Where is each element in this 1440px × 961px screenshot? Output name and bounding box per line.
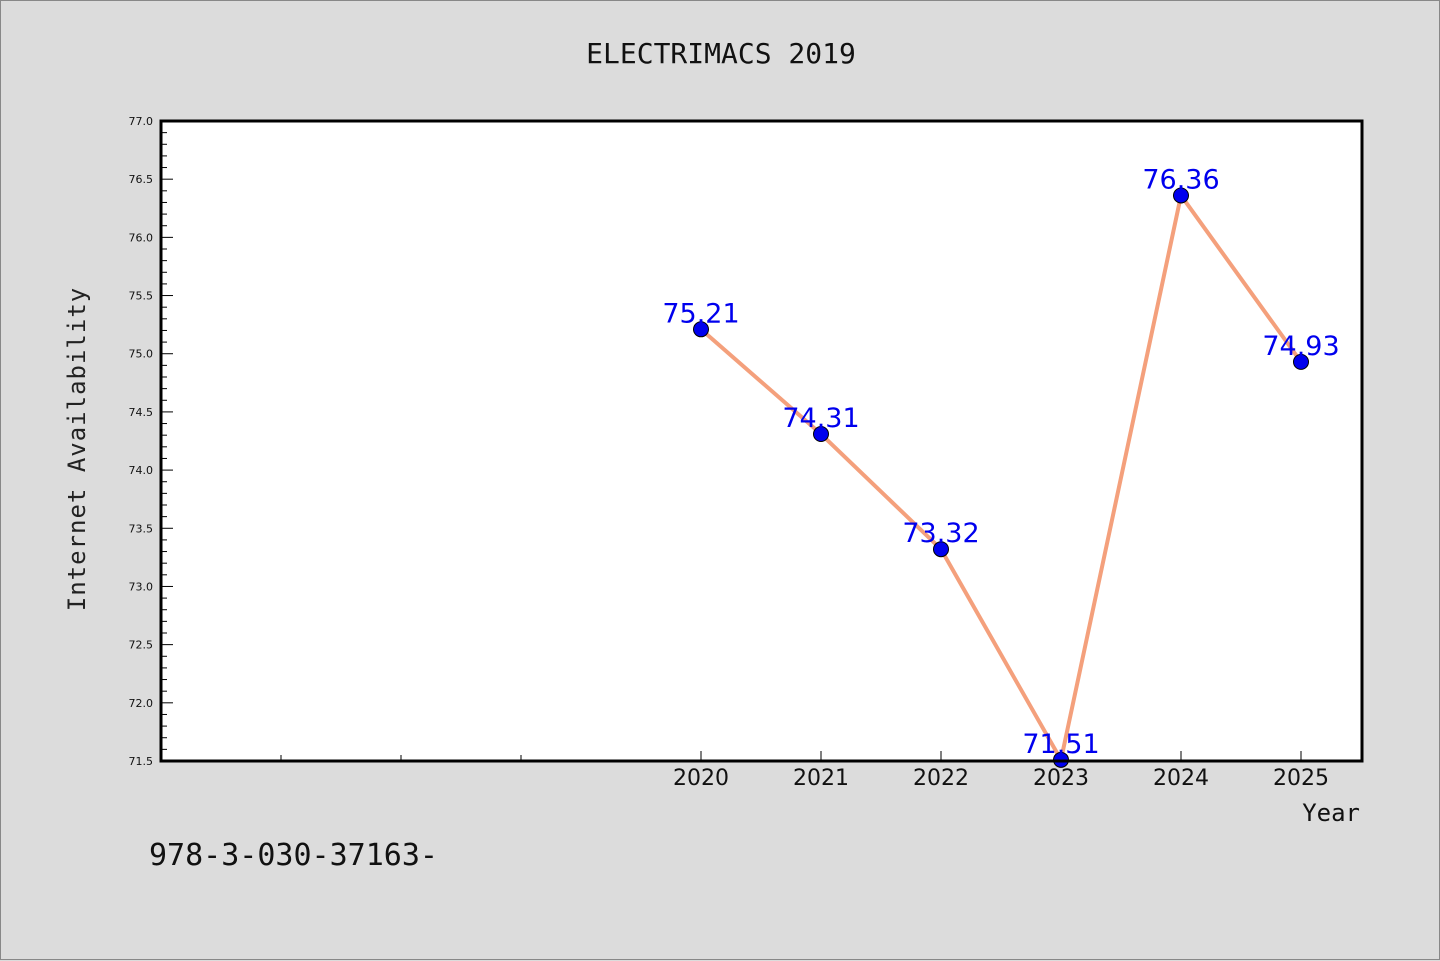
data-label: 73.32 — [902, 518, 979, 549]
data-label: 71.51 — [1022, 729, 1099, 760]
y-tick-label: 75.0 — [129, 348, 154, 361]
x-tick-label: 2022 — [913, 766, 969, 791]
data-label: 76.36 — [1142, 164, 1219, 195]
y-tick-label: 75.5 — [129, 290, 154, 303]
data-point — [693, 321, 709, 338]
y-tick-label: 76.0 — [129, 231, 154, 244]
data-point — [1293, 353, 1309, 370]
data-label: 74.93 — [1262, 331, 1339, 362]
data-point — [933, 541, 949, 558]
x-tick-label: 2024 — [1153, 766, 1209, 791]
plot-border — [159, 119, 1364, 763]
y-tick-label: 72.5 — [129, 639, 154, 652]
footer-text: 978-3-030-37163- — [149, 838, 438, 873]
x-tick-label: 2021 — [793, 766, 849, 791]
x-tick-label: 2020 — [673, 766, 729, 791]
y-tick-label: 73.0 — [129, 580, 154, 593]
x-tick-label: 2023 — [1033, 766, 1089, 791]
data-label: 75.21 — [662, 298, 739, 329]
x-axis-ticks: 2020 2021 2022 2023 2024 2025 — [160, 751, 1329, 791]
y-tick-label: 77.0 — [129, 115, 154, 128]
series-line — [699, 193, 1303, 762]
plot-area — [161, 121, 1362, 761]
y-tick-label: 76.5 — [129, 173, 154, 186]
x-tick-label: 2025 — [1273, 766, 1329, 791]
y-tick-label: 74.5 — [129, 406, 154, 419]
y-tick-label: 73.5 — [129, 522, 154, 535]
y-tick-label: 74.0 — [129, 464, 154, 477]
data-point — [1173, 187, 1189, 204]
data-label: 74.31 — [782, 403, 859, 434]
y-tick-label: 71.5 — [129, 755, 154, 768]
y-tick-label: 72.0 — [129, 697, 154, 710]
y-axis-label: Internet Availability — [63, 287, 91, 611]
chart-title: ELECTRIMACS 2019 — [586, 37, 856, 70]
x-axis-label: Year — [1302, 799, 1360, 827]
data-point — [813, 426, 829, 443]
